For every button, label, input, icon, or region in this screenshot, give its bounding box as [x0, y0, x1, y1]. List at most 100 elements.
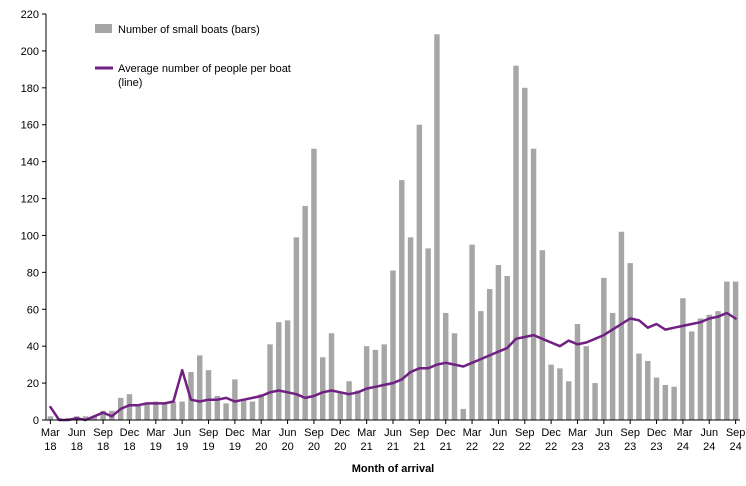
y-tick-label: 220	[21, 9, 39, 21]
bar	[363, 346, 370, 420]
bar	[557, 368, 563, 420]
x-tick-label-month: Mar	[41, 427, 60, 439]
x-tick-label-year: 20	[308, 441, 320, 453]
bar	[82, 416, 89, 420]
x-tick-label-month: Mar	[463, 427, 482, 439]
x-tick-label-month: Jun	[700, 427, 718, 439]
x-tick-label-year: 21	[361, 441, 373, 453]
legend-bar-swatch	[95, 24, 112, 33]
x-tick-label-year: 22	[466, 441, 478, 453]
bar	[328, 333, 335, 420]
y-tick-label: 200	[21, 46, 39, 58]
trend-line	[49, 311, 737, 422]
bar	[495, 264, 502, 420]
x-tick-label-month: Sep	[620, 427, 640, 439]
x-tick-label-year: 24	[677, 441, 689, 453]
bar	[337, 392, 344, 420]
bar	[223, 403, 229, 420]
bar	[574, 324, 581, 420]
bar	[706, 314, 712, 420]
bar	[197, 355, 203, 420]
bar	[399, 180, 405, 420]
y-tick-label: 80	[27, 267, 39, 279]
x-tick-label-month: Dec	[541, 427, 561, 439]
bar	[460, 408, 467, 420]
x-tick-label-month: Dec	[331, 427, 351, 439]
x-tick-label-month: Sep	[726, 427, 746, 439]
bar	[627, 263, 633, 420]
x-tick-label-year: 19	[150, 441, 162, 453]
legend-line-label-line1: Average number of people per boat	[118, 63, 291, 75]
x-tick-label-month: Mar	[673, 427, 692, 439]
x-tick-label-month: Jun	[490, 427, 508, 439]
x-tick-label-month: Dec	[120, 427, 140, 439]
bar	[293, 237, 300, 420]
bar	[732, 281, 739, 420]
bar	[240, 399, 247, 420]
chart-plot-area: 0 20 40 60 80 100 120 140 160 180 200 220 Mar 18 Jun 18…	[21, 9, 746, 453]
bar	[451, 333, 458, 420]
x-tick-label-year: 22	[519, 441, 531, 453]
bar	[214, 396, 221, 420]
x-tick-label-month: Mar	[568, 427, 587, 439]
x-tick-label-month: Sep	[199, 427, 219, 439]
x-tick-label-year: 20	[334, 441, 346, 453]
x-tick-label-year: 18	[71, 441, 83, 453]
x-tick-label-month: Sep	[93, 427, 113, 439]
bar	[47, 416, 54, 420]
chart-legend: Number of small boats (bars) Average num…	[95, 24, 291, 89]
y-tick-label: 0	[33, 415, 39, 427]
bar	[680, 298, 686, 420]
bar	[232, 379, 238, 420]
x-tick-label-month: Mar	[146, 427, 165, 439]
x-tick-label-year: 19	[202, 441, 214, 453]
bar	[381, 344, 387, 420]
x-tick-label-month: Jun	[68, 427, 86, 439]
bar	[407, 237, 414, 420]
x-tick-label-year: 22	[492, 441, 504, 453]
bar	[662, 384, 669, 420]
bar	[249, 401, 256, 420]
x-tick-label-month: Dec	[225, 427, 245, 439]
x-tick-label-year: 24	[729, 441, 741, 453]
bar	[548, 364, 554, 420]
x-tick-label-year: 21	[387, 441, 399, 453]
y-tick-label: 40	[27, 341, 39, 353]
bar	[478, 311, 484, 420]
bar	[688, 331, 695, 420]
x-tick-label-year: 20	[281, 441, 293, 453]
bar	[355, 390, 361, 420]
x-tick-label-year: 18	[97, 441, 109, 453]
x-tick-label-year: 24	[703, 441, 715, 453]
bar	[530, 148, 537, 420]
bar	[100, 410, 106, 420]
bar	[645, 360, 651, 420]
x-tick-label-month: Sep	[304, 427, 324, 439]
bar	[565, 381, 572, 420]
bar	[442, 312, 449, 420]
bar	[592, 383, 598, 420]
bar	[205, 370, 212, 420]
x-tick-label-year: 19	[229, 441, 241, 453]
bar	[434, 34, 440, 421]
bar	[302, 205, 308, 420]
x-tick-label-year: 20	[255, 441, 267, 453]
bar	[258, 394, 264, 420]
y-tick-label: 180	[21, 83, 39, 95]
x-tick-label-year: 23	[624, 441, 636, 453]
y-tick-label: 60	[27, 304, 39, 316]
bar	[144, 403, 150, 420]
bar	[267, 344, 273, 420]
bar	[346, 381, 352, 420]
bar	[513, 65, 519, 421]
x-tick-label-month: Jun	[384, 427, 402, 439]
x-tick-label-month: Mar	[357, 427, 376, 439]
legend-line-label-line2: (line)	[118, 77, 142, 89]
x-tick-label-year: 19	[176, 441, 188, 453]
bar	[609, 312, 616, 420]
bar	[715, 311, 721, 420]
bar	[179, 401, 185, 420]
legend-bars-label: Number of small boats (bars)	[118, 24, 260, 36]
